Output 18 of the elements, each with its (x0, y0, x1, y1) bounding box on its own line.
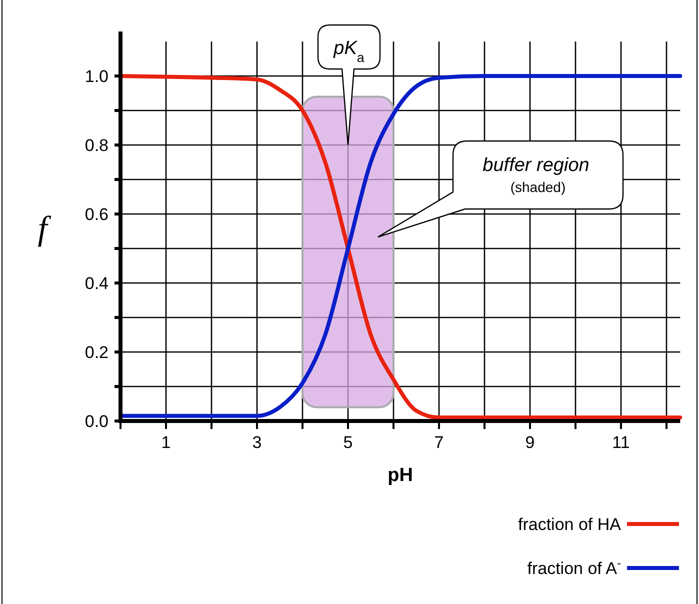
y-axis-title: f (38, 210, 52, 248)
y-tick-label: 0.0 (84, 412, 108, 431)
annotation: pK$_{a}$ (332, 38, 365, 64)
x-tick-label: 11 (612, 433, 630, 452)
x-tick-label: 5 (343, 433, 353, 452)
legend-label: fraction of HA (518, 514, 622, 534)
y-tick-label: 0.2 (84, 342, 108, 362)
y-tick-label: 0.4 (84, 274, 108, 293)
x-tick-label: 9 (525, 433, 535, 452)
x-tick-label: 3 (252, 433, 262, 452)
annotation: buffer region (shaded) (482, 155, 590, 195)
y-tick-label: 1.0 (84, 66, 108, 86)
y-tick-label: 0.8 (84, 136, 108, 155)
y-tick-label: 0.6 (84, 204, 108, 224)
x-tick-label: 1 (161, 433, 171, 452)
x-axis-title: pH (388, 465, 413, 486)
legend-label: fraction of A$^{-}$ (527, 556, 622, 578)
x-tick-label: 7 (434, 433, 444, 452)
